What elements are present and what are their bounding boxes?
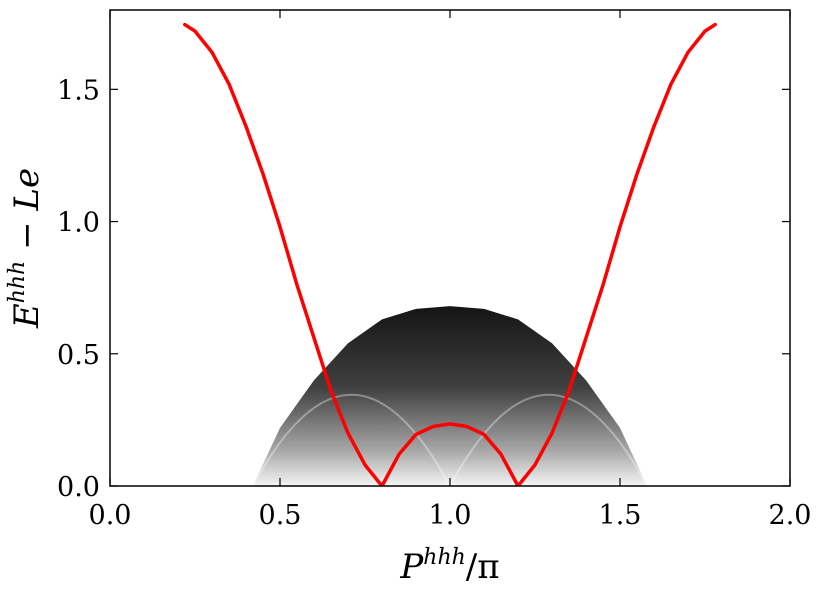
- y-axis-label-rest: − Le: [7, 168, 47, 261]
- x-tick-label: 1.0: [429, 500, 472, 531]
- x-axis-ticks: 0.0 0.5 1.0 1.5 2.0: [89, 10, 812, 531]
- series-line-1: [183, 22, 717, 486]
- y-tick-label: 0.5: [57, 340, 100, 371]
- x-tick-label: 0.0: [89, 500, 132, 531]
- y-axis-ticks: 0.0 0.5 1.0 1.5: [57, 75, 790, 503]
- x-tick-label: 0.5: [259, 500, 302, 531]
- y-axis-label-base: E: [7, 303, 47, 329]
- y-axis-label: Ehhh − Le: [5, 168, 47, 329]
- continuum-inner-arc-1: [251, 394, 451, 486]
- x-axis-label: Phhh/π: [399, 545, 499, 587]
- y-axis-label-sup: hhh: [5, 261, 30, 304]
- series-layer: [183, 22, 717, 486]
- x-axis-label-sup: hhh: [423, 545, 466, 570]
- y-tick-label: 1.0: [57, 208, 100, 239]
- x-tick-label: 2.0: [769, 500, 812, 531]
- y-tick-label: 0.0: [57, 472, 100, 503]
- y-tick-label: 1.5: [57, 75, 100, 106]
- x-axis-label-base: P: [399, 547, 424, 587]
- continuum-inner-arc-2: [449, 394, 649, 486]
- x-tick-label: 1.5: [599, 500, 642, 531]
- x-axis-label-rest: /π: [466, 547, 500, 587]
